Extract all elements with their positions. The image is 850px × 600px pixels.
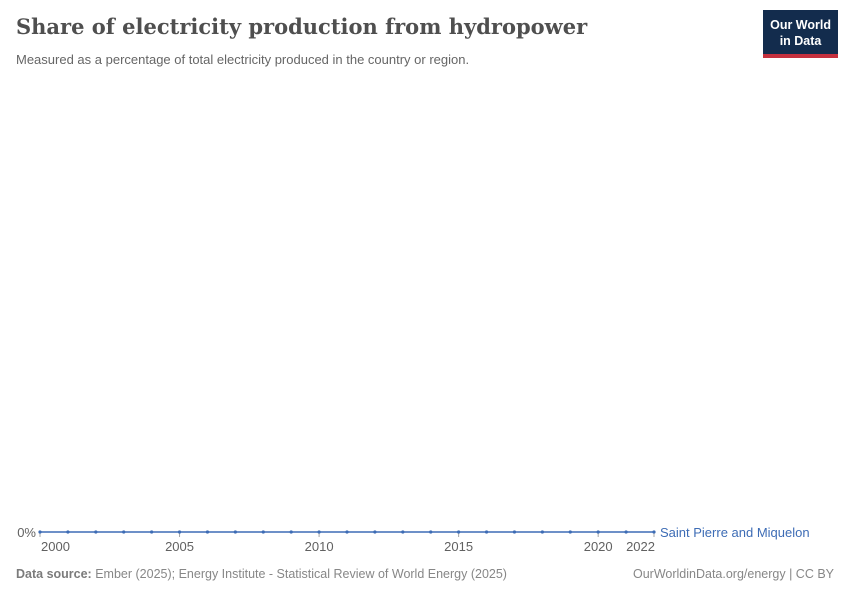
x-axis-tick-label: 2022 [626,539,655,554]
data-source-text: Ember (2025); Energy Institute - Statist… [95,567,507,581]
data-source-label: Data source: [16,567,92,581]
series-label[interactable]: Saint Pierre and Miquelon [660,525,810,540]
data-point-2012 [373,530,377,534]
data-point-2015 [457,530,461,534]
data-point-2008 [261,530,265,534]
data-point-2003 [122,530,126,534]
line-chart: 2000 2005 2010 2015 2020 2022 0% Saint Pierre… [17,525,810,554]
x-axis-tick-label: 2000 [41,539,70,554]
data-point-2018 [540,530,544,534]
owid-logo-line2: in Data [779,34,822,49]
data-source: Data source: Ember (2025); Energy Instit… [16,566,507,582]
data-point-2020 [596,530,600,534]
x-axis-tick-label: 2005 [165,539,194,554]
chart-footer: Data source: Ember (2025); Energy Instit… [16,566,834,582]
owid-logo[interactable]: Our World in Data [763,10,838,58]
data-point-2004 [150,530,154,534]
data-point-2021 [624,530,628,534]
data-point-2009 [289,530,293,534]
data-point-2011 [345,530,349,534]
x-axis-tick-label: 2010 [305,539,334,554]
x-axis-tick-label: 2020 [584,539,613,554]
data-point-2010 [317,530,321,534]
chart-title: Share of electricity production from hyd… [16,14,588,39]
data-point-2005 [177,530,182,534]
data-point-2014 [429,530,433,534]
attribution-link[interactable]: OurWorldinData.org/energy | CC BY [632,567,834,581]
data-point-2001 [66,530,70,534]
data-point-2019 [568,530,572,534]
data-point-2006 [205,530,210,534]
data-point-2002 [94,530,98,534]
data-point-2016 [484,530,489,534]
data-point-2007 [233,530,237,534]
y-axis-zero-label: 0% [17,525,36,540]
owid-logo-line1: Our World [770,18,831,32]
data-point-2013 [401,530,405,534]
chart-subtitle: Measured as a percentage of total electr… [16,52,470,67]
data-point-2000 [38,530,42,534]
data-point-2022 [652,530,656,534]
x-axis-tick-label: 2015 [444,539,473,554]
data-point-2017 [512,530,517,534]
